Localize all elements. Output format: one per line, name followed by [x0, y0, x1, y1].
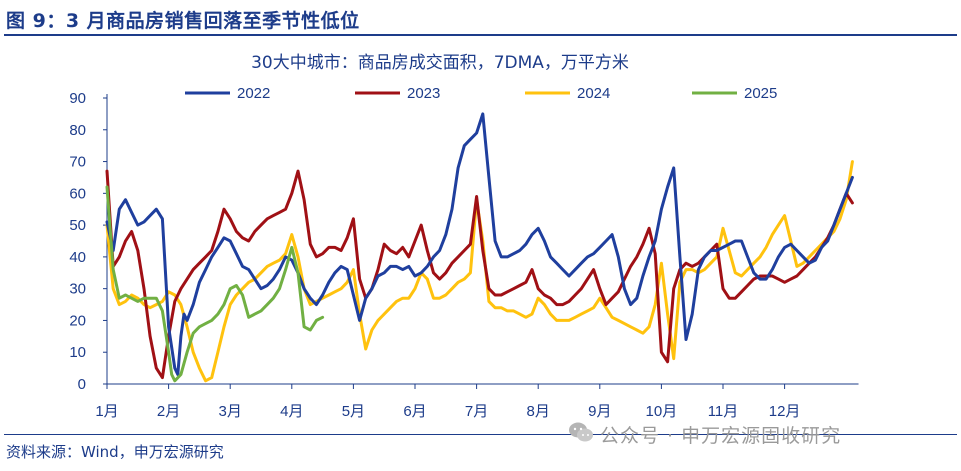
x-tick-label: 6月 [403, 403, 426, 420]
y-tick-label: 20 [69, 312, 86, 329]
x-axis: 1月 2月 3月 4月 5月 6月 7月 8月 9月 10月 11月 12月 [95, 383, 859, 420]
x-tick-label: 3月 [219, 403, 242, 420]
chart-title: 30大中城市：商品房成交面积，7DMA，万平方米 [251, 53, 629, 73]
x-tick-label: 9月 [588, 403, 611, 420]
y-tick-label: 70 [69, 154, 86, 171]
y-tick-label: 80 [69, 122, 86, 139]
wechat-icon [569, 422, 593, 442]
legend-label-2025: 2025 [744, 85, 777, 102]
y-tick-label: 40 [69, 249, 86, 266]
x-tick-label: 12月 [769, 403, 801, 420]
series-line-2025 [105, 185, 325, 383]
figure-title: 图 9：3 月商品房销售回落至季节性低位 [6, 10, 360, 32]
series-line-2024 [105, 160, 854, 383]
x-tick-label: 11月 [708, 403, 739, 420]
y-tick-label: 30 [69, 281, 86, 298]
chart-legend: 2022 2023 2024 2025 [185, 85, 777, 102]
y-tick-label: 60 [69, 185, 86, 202]
y-tick-label: 10 [69, 344, 86, 361]
x-tick-label: 4月 [280, 403, 303, 420]
x-tick-label: 2月 [157, 403, 180, 420]
y-axis: 0 10 20 30 40 50 60 70 80 90 [69, 90, 108, 393]
y-tick-label: 0 [78, 376, 86, 393]
y-tick-label: 50 [69, 217, 86, 234]
series-line-2023 [105, 169, 854, 380]
x-tick-label: 5月 [342, 403, 365, 420]
legend-label-2023: 2023 [407, 85, 440, 102]
line-chart: 30大中城市：商品房成交面积，7DMA，万平方米 2022 2023 2024 202… [69, 53, 859, 420]
x-tick-label: 10月 [646, 403, 678, 420]
footer-divider [4, 434, 957, 435]
series-layer [105, 112, 854, 383]
x-tick-label: 8月 [527, 403, 550, 420]
y-tick-label: 90 [69, 90, 86, 107]
series-line-2022 [105, 112, 854, 376]
x-tick-label: 1月 [95, 403, 118, 420]
legend-label-2024: 2024 [577, 85, 610, 102]
title-divider [4, 34, 957, 36]
source-note: 资料来源：Wind，申万宏源研究 [6, 443, 224, 461]
x-tick-label: 7月 [465, 403, 488, 420]
watermark: 公众号 · 申万宏源固收研究 [600, 425, 842, 447]
legend-label-2022: 2022 [237, 85, 270, 102]
